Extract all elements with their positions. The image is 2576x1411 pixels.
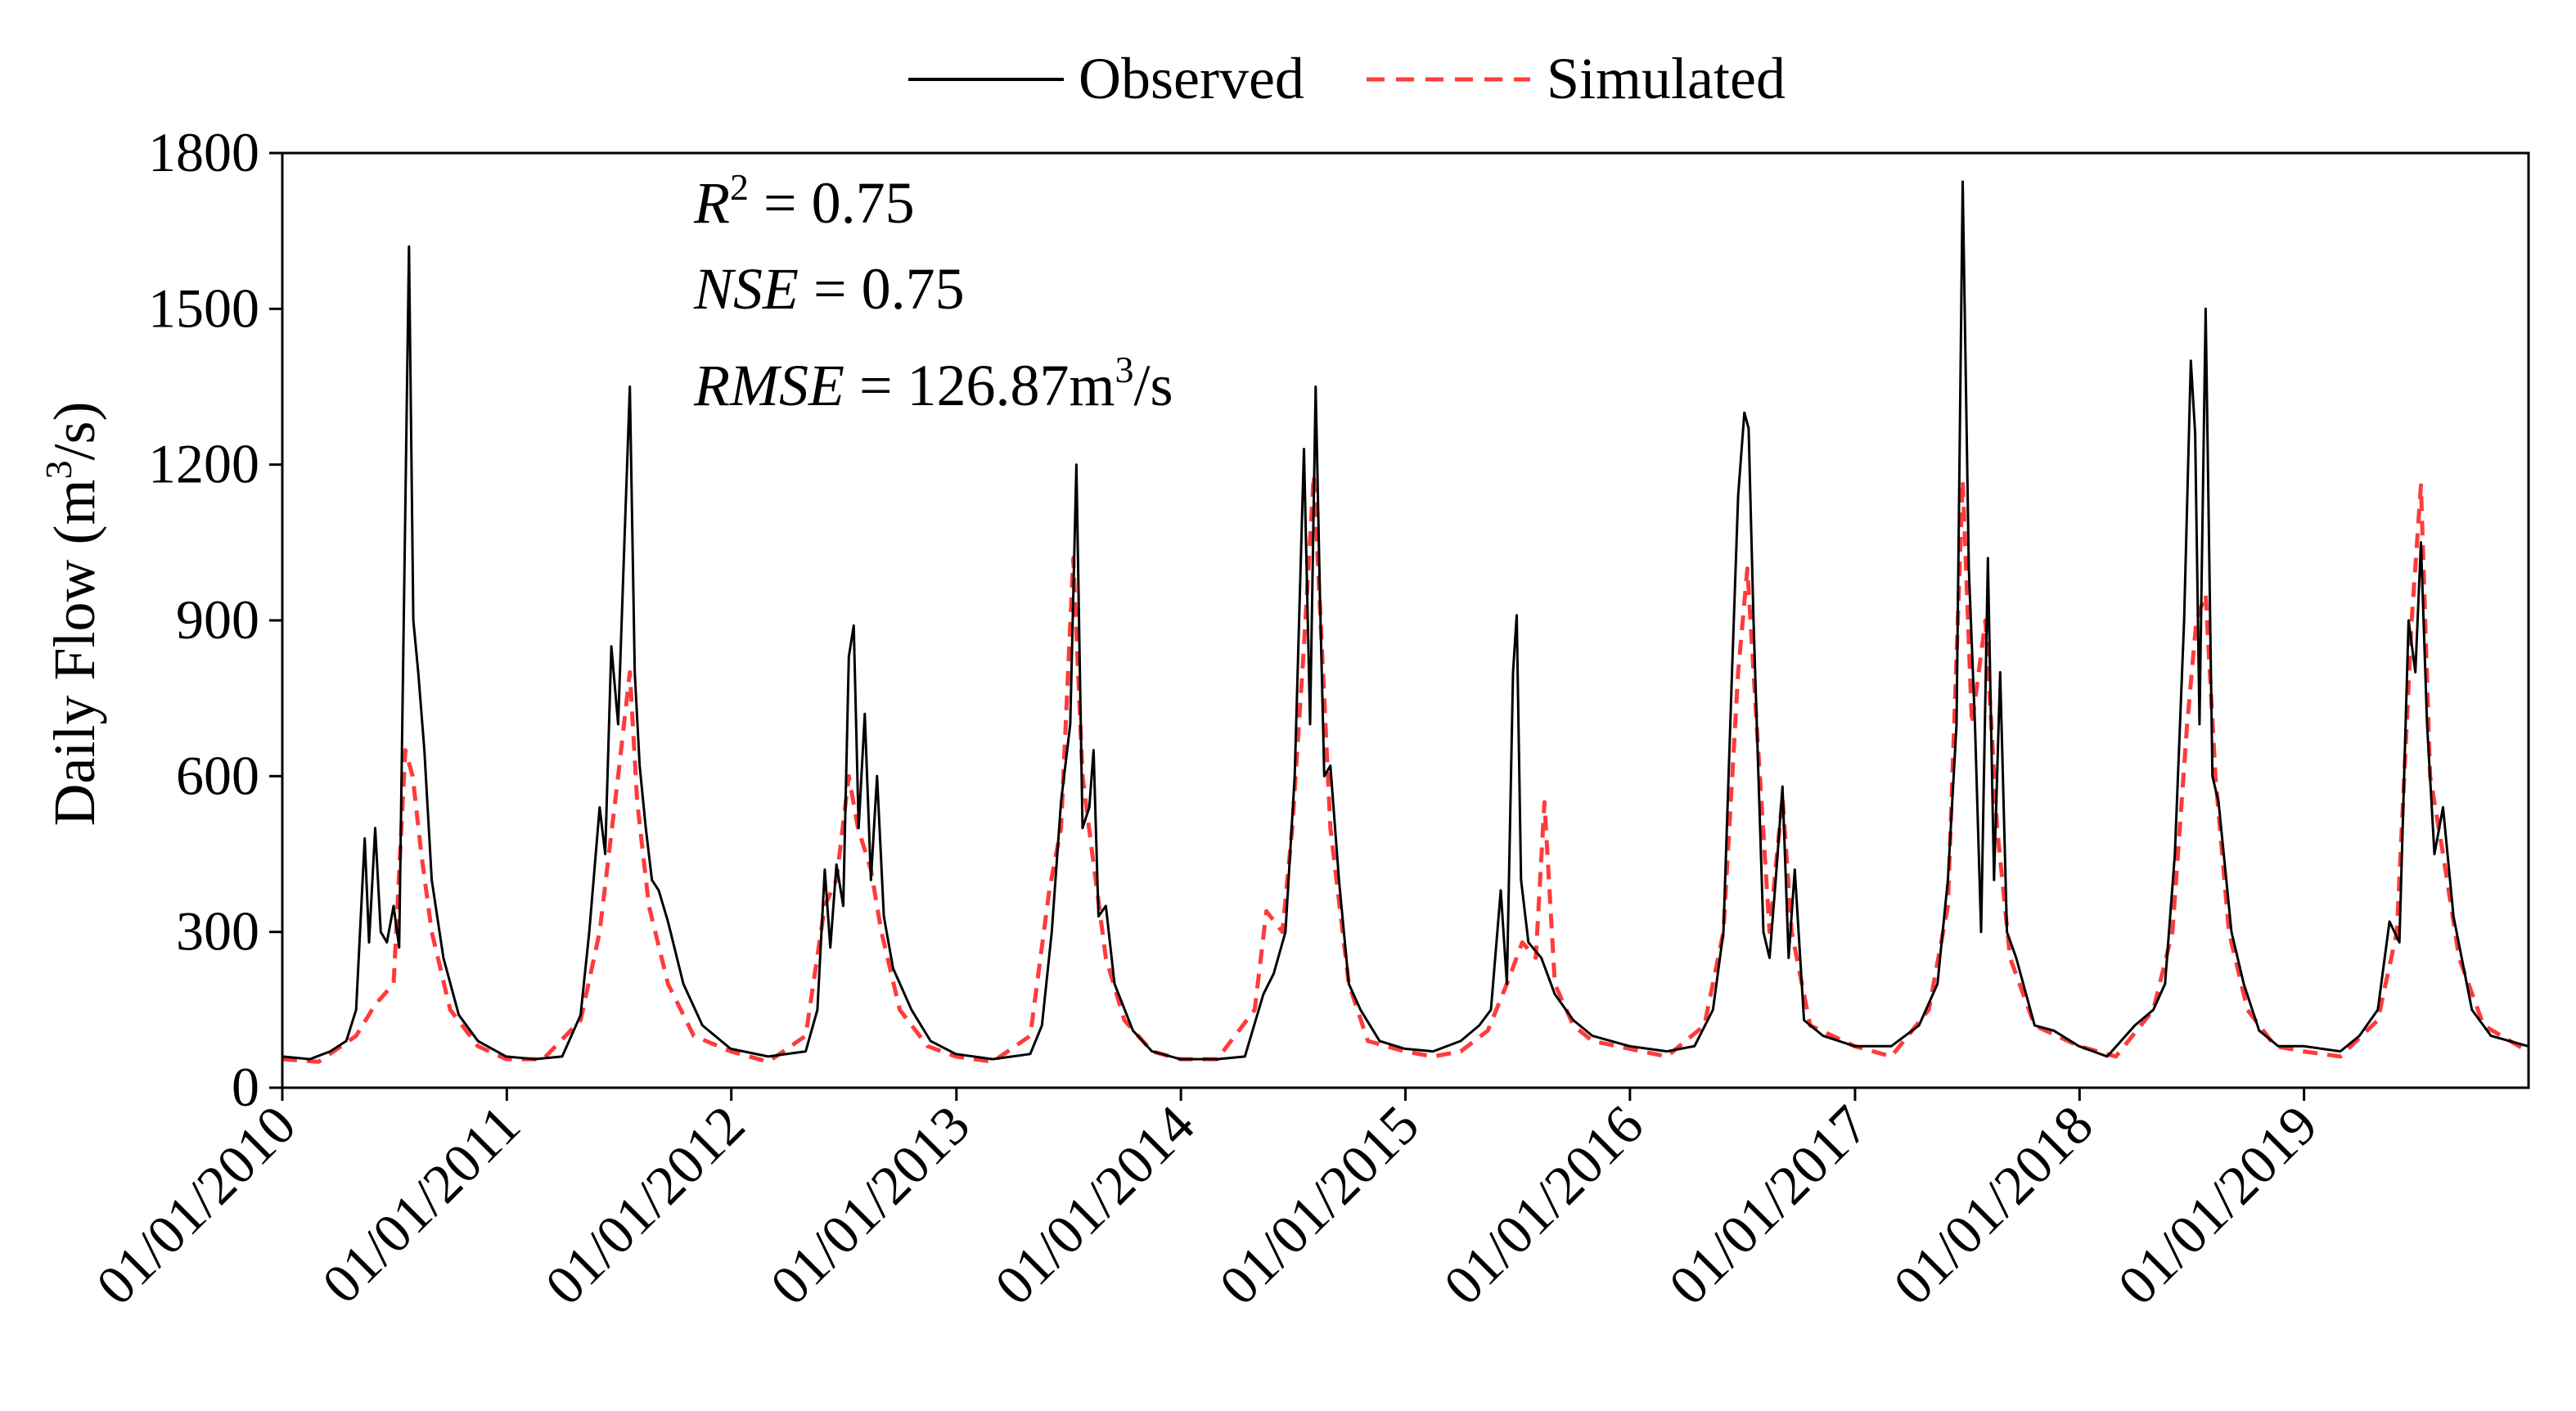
x-tick-label: 01/01/2010 — [84, 1093, 308, 1317]
x-tick-label: 01/01/2015 — [1207, 1093, 1430, 1317]
x-tick-label: 01/01/2016 — [1432, 1093, 1655, 1317]
y-ticks: 0 300 600 900 1200 1500 1800 — [148, 121, 282, 1118]
y-tick-label: 1500 — [148, 277, 259, 339]
stats-annotation: R2 = 0.75 NSE = 0.75 RMSE = 126.87m3/s — [693, 166, 1173, 418]
x-tick-label: 01/01/2013 — [759, 1093, 982, 1317]
legend-observed-label: Observed — [1079, 46, 1304, 111]
y-tick-label: 1200 — [148, 433, 259, 495]
y-tick-label: 900 — [176, 588, 259, 651]
y-tick-label: 0 — [232, 1056, 259, 1118]
series-line-observed — [281, 180, 2529, 1061]
x-tick-label: 01/01/2018 — [1881, 1093, 2105, 1317]
stat-r2: R2 = 0.75 — [693, 166, 915, 236]
x-tick-label: 01/01/2019 — [2105, 1093, 2329, 1317]
stat-nse: NSE = 0.75 — [693, 256, 965, 322]
x-tick-label: 01/01/2017 — [1657, 1093, 1880, 1317]
x-tick-label: 01/01/2011 — [310, 1093, 532, 1315]
y-tick-label: 300 — [176, 900, 259, 962]
legend: Observed Simulated — [908, 46, 1786, 111]
plot-frame — [281, 151, 2530, 1089]
stat-rmse: RMSE = 126.87m3/s — [693, 349, 1173, 418]
y-tick-label: 600 — [176, 744, 259, 806]
x-tick-label: 01/01/2014 — [983, 1093, 1206, 1317]
x-tick-label: 01/01/2012 — [534, 1093, 757, 1317]
series-layer — [281, 180, 2529, 1064]
y-axis-label-text: Daily Flow — [42, 560, 107, 827]
y-axis-unit-exp: 3 — [38, 461, 79, 480]
series-line-simulated — [281, 472, 2529, 1064]
x-ticks: 01/01/2010 01/01/2011 01/01/2012 01/01/2013… — [84, 1088, 2329, 1317]
y-axis-unit-tail: /s — [42, 421, 107, 460]
y-axis-unit-base: m — [42, 480, 107, 525]
y-tick-label: 1800 — [148, 121, 259, 183]
legend-simulated-label: Simulated — [1547, 46, 1786, 111]
y-axis-label: Daily Flow (m3/s) — [38, 401, 107, 826]
